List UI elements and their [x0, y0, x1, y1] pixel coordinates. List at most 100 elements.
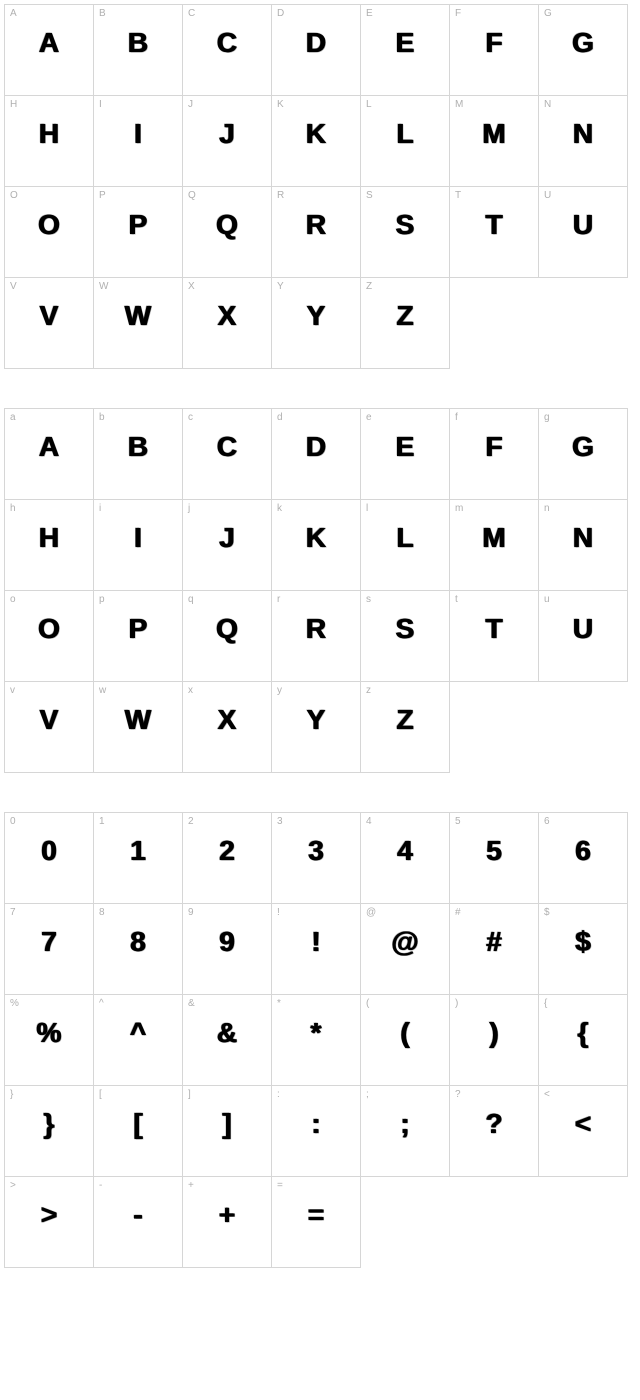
glyph-cell-label: : [277, 1089, 280, 1100]
glyph-cell-glyph: W [94, 704, 182, 736]
glyph-cell-glyph: ] [183, 1108, 271, 1140]
glyph-cell-label: ( [366, 998, 369, 1009]
glyph-cell-label: 0 [10, 816, 16, 827]
glyph-cell: !! [271, 903, 361, 995]
glyph-cell-label: f [455, 412, 458, 423]
glyph-cell-label: I [99, 99, 102, 110]
glyph-cell-label: J [188, 99, 193, 110]
glyph-cell-label: R [277, 190, 284, 201]
glyph-cell-glyph: O [5, 613, 93, 645]
glyph-group-symbols: 00112233445566778899!!@@##$$%%^^&&**(())… [4, 812, 636, 1267]
glyph-cell-glyph: V [5, 300, 93, 332]
glyph-cell: WW [93, 277, 183, 369]
glyph-cell-glyph: Q [183, 613, 271, 645]
glyph-cell: yY [271, 681, 361, 773]
glyph-cell: JJ [182, 95, 272, 187]
glyph-cell-glyph: 4 [361, 835, 449, 867]
glyph-cell-glyph: N [539, 522, 627, 554]
glyph-cell-label: E [366, 8, 373, 19]
glyph-cell-label: u [544, 594, 550, 605]
glyph-cell-glyph: ? [450, 1108, 538, 1140]
glyph-cell-glyph: F [450, 431, 538, 463]
glyph-cell: oO [4, 590, 94, 682]
glyph-cell: @@ [360, 903, 450, 995]
glyph-cell-label: Z [366, 281, 372, 292]
glyph-cell-label: U [544, 190, 551, 201]
glyph-cell-glyph: I [94, 522, 182, 554]
glyph-cell-label: D [277, 8, 284, 19]
glyph-cell-label: + [188, 1180, 194, 1191]
glyph-cell: SS [360, 186, 450, 278]
glyph-cell: nN [538, 499, 628, 591]
glyph-cell-label: @ [366, 907, 376, 918]
glyph-cell-label: F [455, 8, 461, 19]
glyph-cell-glyph: J [183, 118, 271, 150]
glyph-cell-glyph: H [5, 118, 93, 150]
glyph-cell-label: & [188, 998, 195, 1009]
glyph-cell-label: = [277, 1180, 283, 1191]
glyph-cell-glyph: 0 [5, 835, 93, 867]
glyph-cell-glyph: = [272, 1199, 360, 1231]
glyph-cell-glyph: D [272, 27, 360, 59]
glyph-cell-label: d [277, 412, 283, 423]
glyph-cell-label: e [366, 412, 372, 423]
glyph-cell-label: g [544, 412, 550, 423]
glyph-cell-label: ; [366, 1089, 369, 1100]
glyph-cell-label: 4 [366, 816, 372, 827]
glyph-cell-label: o [10, 594, 16, 605]
glyph-cell-label: H [10, 99, 17, 110]
glyph-cell: vV [4, 681, 94, 773]
glyph-cell: FF [449, 4, 539, 96]
glyph-cell-glyph: J [183, 522, 271, 554]
glyph-cell: )) [449, 994, 539, 1086]
glyph-cell-label: G [544, 8, 552, 19]
glyph-cell-label: Q [188, 190, 196, 201]
glyph-cell-label: * [277, 998, 281, 1009]
glyph-cell: << [538, 1085, 628, 1177]
glyph-cell-glyph: 1 [94, 835, 182, 867]
glyph-cell-glyph: P [94, 209, 182, 241]
glyph-cell-label: w [99, 685, 106, 696]
glyph-cell: [[ [93, 1085, 183, 1177]
glyph-cell-label: y [277, 685, 282, 696]
glyph-grid: aAbBcCdDeEfFgGhHiIjJkKlLmMnNoOpPqQrRsStT… [4, 408, 636, 772]
glyph-cell-glyph: $ [539, 926, 627, 958]
glyph-cell: DD [271, 4, 361, 96]
glyph-cell-glyph: F [450, 27, 538, 59]
glyph-cell-glyph: Y [272, 300, 360, 332]
glyph-cell: lL [360, 499, 450, 591]
glyph-cell-label: ] [188, 1089, 191, 1100]
glyph-cell-label: M [455, 99, 463, 110]
glyph-cell-label: k [277, 503, 282, 514]
glyph-cell: {{ [538, 994, 628, 1086]
glyph-cell-label: T [455, 190, 461, 201]
glyph-cell: >> [4, 1176, 94, 1268]
glyph-cell-glyph: N [539, 118, 627, 150]
glyph-cell-label: j [188, 503, 190, 514]
glyph-cell-glyph: } [5, 1108, 93, 1140]
glyph-cell-glyph: ^ [94, 1017, 182, 1049]
glyph-cell: XX [182, 277, 272, 369]
glyph-cell-label: N [544, 99, 551, 110]
glyph-cell: tT [449, 590, 539, 682]
glyph-cell: UU [538, 186, 628, 278]
glyph-cell: -- [93, 1176, 183, 1268]
glyph-cell-label: > [10, 1180, 16, 1191]
glyph-cell-label: L [366, 99, 372, 110]
glyph-cell-glyph: % [5, 1017, 93, 1049]
glyph-cell-glyph: A [5, 431, 93, 463]
glyph-cell-glyph: B [94, 27, 182, 59]
glyph-cell-label: i [99, 503, 101, 514]
glyph-cell-glyph: R [272, 613, 360, 645]
glyph-cell-glyph: 9 [183, 926, 271, 958]
glyph-cell-glyph: 2 [183, 835, 271, 867]
glyph-cell: TT [449, 186, 539, 278]
glyph-cell-glyph: R [272, 209, 360, 241]
glyph-cell-glyph: & [183, 1017, 271, 1049]
glyph-cell: 55 [449, 812, 539, 904]
glyph-cell: CC [182, 4, 272, 96]
glyph-cell-label: a [10, 412, 16, 423]
glyph-cell-label: 9 [188, 907, 194, 918]
glyph-cell-label: Y [277, 281, 284, 292]
glyph-cell-label: A [10, 8, 17, 19]
